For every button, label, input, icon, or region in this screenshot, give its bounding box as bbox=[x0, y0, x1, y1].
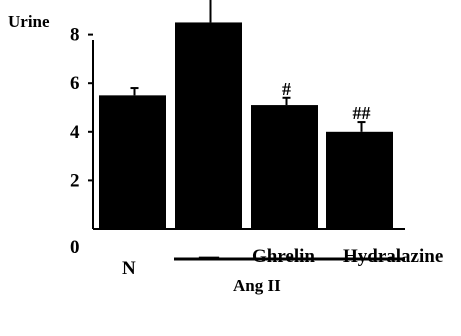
x-tick-label: Hydralazine bbox=[343, 246, 443, 267]
bar bbox=[251, 105, 318, 229]
y-tick-label: 2 bbox=[70, 170, 80, 191]
y-axis-title: Urine bbox=[8, 12, 50, 31]
bar bbox=[326, 131, 393, 229]
significance-label: # bbox=[282, 79, 291, 99]
bars-group bbox=[99, 22, 393, 230]
significance-label: ## bbox=[353, 103, 371, 123]
bar bbox=[175, 22, 242, 230]
x-tick-label: Ghrelin bbox=[252, 246, 315, 267]
group-bracket: Ang II bbox=[174, 257, 405, 295]
y-tick-label: 8 bbox=[70, 25, 80, 46]
group-label: Ang II bbox=[233, 276, 281, 295]
y-tick-label: 4 bbox=[70, 122, 80, 143]
error-bars-group bbox=[130, 0, 366, 132]
x-tick-label: N bbox=[122, 258, 136, 279]
y-tick-label: 0 bbox=[70, 237, 80, 258]
x-labels-group: N — Ghrelin Hydralazine bbox=[122, 245, 443, 279]
annotations-group: **### bbox=[282, 79, 371, 123]
x-tick-label: — bbox=[198, 245, 220, 267]
bar bbox=[99, 95, 166, 229]
y-tick-label: 6 bbox=[70, 73, 80, 94]
